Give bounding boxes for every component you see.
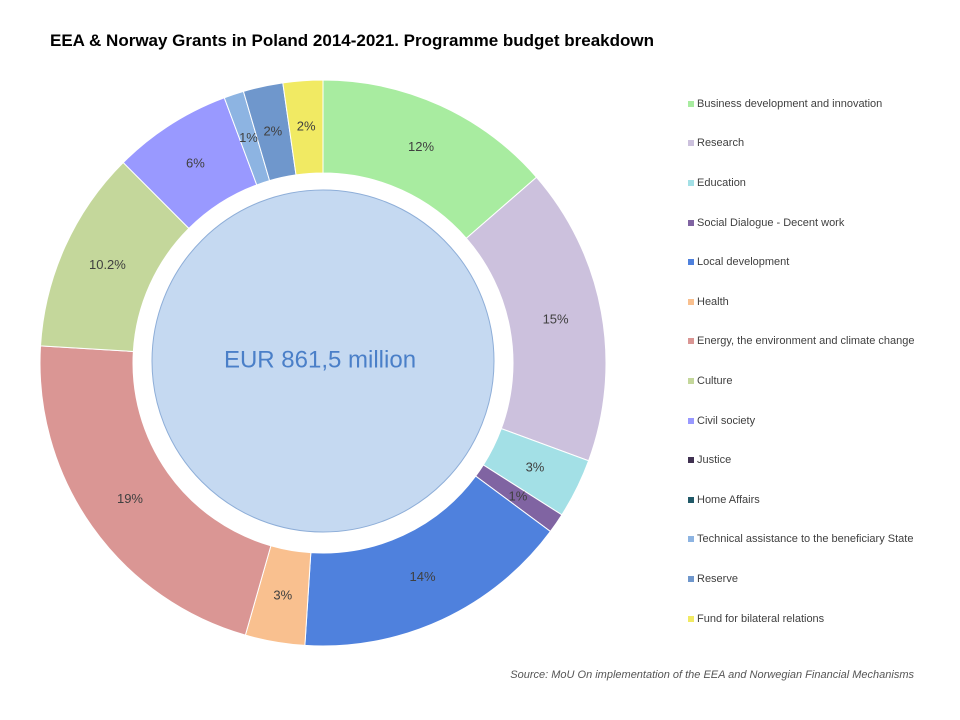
legend-label: Health [697,295,729,308]
slice-label-11: 1% [239,130,258,145]
center-total-label: EUR 861,5 million [224,346,416,373]
source-note: Source: MoU On implementation of the EEA… [510,669,914,681]
legend-label: Culture [697,374,733,387]
legend-label: Home Affairs [697,493,760,506]
slice-label-7: 10.2% [89,257,126,272]
donut-slices [39,79,607,647]
legend-swatch [688,575,694,582]
slice-label-4: 14% [410,569,436,584]
center-circle [151,189,495,533]
legend-label: Social Dialogue - Decent work [697,216,845,229]
slice-6 [39,345,272,636]
legend-swatch [688,417,694,424]
slice-label-1: 15% [543,312,569,327]
legend-swatch [688,496,694,503]
legend-label: Fund for bilateral relations [697,612,825,625]
legend-item: Home Affairs [688,480,953,520]
legend: Business development and innovation Resea… [688,84,953,638]
legend-label: Local development [697,256,790,269]
slice-label-0: 12% [408,139,434,154]
slice-label-3: 1% [509,488,528,503]
legend-item: Justice [688,440,953,480]
legend-swatch [688,259,694,266]
legend-item: Business development and innovation [688,84,953,124]
legend-swatch [688,536,694,543]
legend-item: Education [688,163,953,203]
legend-label: Research [697,137,745,150]
legend-item: Civil society [688,401,953,441]
legend-swatch [688,140,694,147]
legend-item: Technical assistance to the beneficiary … [688,520,953,560]
legend-label: Technical assistance to the beneficiary … [697,533,914,546]
legend-item: Social Dialogue - Decent work [688,203,953,243]
slice-13 [282,79,324,176]
legend-label: Reserve [697,572,738,585]
legend-item: Culture [688,361,953,401]
legend-label: Civil society [697,414,756,427]
legend-label: Justice [697,454,732,467]
chart-title: EEA & Norway Grants in Poland 2014-2021.… [50,31,654,50]
legend-item: Local development [688,242,953,282]
slice-label-6: 19% [117,491,143,506]
slice-label-12: 2% [263,123,282,138]
legend-swatch [688,298,694,305]
legend-swatch [688,100,694,107]
legend-swatch [688,615,694,622]
legend-swatch [688,338,694,345]
slice-labels: 12% 15% 3% 1% 14% 3% 19% 10.2% 6% 1% 2% 2% [89,119,569,603]
legend-item: Fund for bilateral relations [688,599,953,639]
slice-label-8: 6% [186,155,205,170]
slice-label-13: 2% [297,119,316,134]
legend-swatch [688,179,694,186]
legend-item: Energy, the environment and climate chan… [688,322,953,362]
legend-swatch [688,457,694,464]
slice-label-2: 3% [526,459,545,474]
slice-label-5: 3% [273,587,292,602]
legend-item: Reserve [688,559,953,599]
legend-label: Business development and innovation [697,97,883,110]
legend-label: Education [697,176,746,189]
legend-swatch [688,377,694,384]
legend-swatch [688,219,694,226]
legend-label: Energy, the environment and climate chan… [697,335,915,348]
legend-item: Health [688,282,953,322]
legend-item: Research [688,124,953,164]
